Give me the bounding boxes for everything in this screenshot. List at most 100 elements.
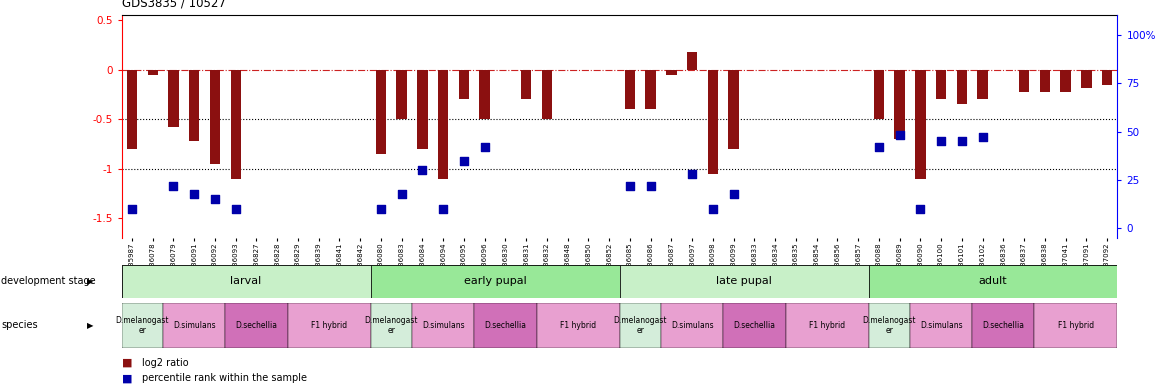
Bar xyxy=(168,70,178,127)
Bar xyxy=(210,70,220,164)
Point xyxy=(704,206,723,212)
Bar xyxy=(226,303,287,348)
Text: D.melanogast
er: D.melanogast er xyxy=(614,316,667,335)
Point xyxy=(476,144,494,150)
Text: log2 ratio: log2 ratio xyxy=(142,358,189,368)
Bar xyxy=(873,70,884,119)
Bar xyxy=(147,70,157,75)
Text: late pupal: late pupal xyxy=(716,276,772,286)
Bar xyxy=(126,70,137,149)
Bar xyxy=(163,303,226,348)
Bar xyxy=(1019,70,1029,91)
Bar xyxy=(459,70,469,99)
Bar xyxy=(479,70,490,119)
Bar xyxy=(915,70,925,179)
Point xyxy=(227,206,245,212)
Bar xyxy=(785,303,868,348)
Bar xyxy=(894,70,904,139)
Point xyxy=(164,183,183,189)
Text: early pupal: early pupal xyxy=(463,276,527,286)
Point xyxy=(974,134,992,141)
Bar xyxy=(189,70,199,141)
Text: ▶: ▶ xyxy=(87,277,94,286)
Text: D.simulans: D.simulans xyxy=(670,321,713,330)
Bar xyxy=(666,70,676,75)
Bar xyxy=(475,303,536,348)
Text: D.simulans: D.simulans xyxy=(173,321,215,330)
Bar xyxy=(417,70,427,149)
Bar xyxy=(868,303,910,348)
Bar xyxy=(412,303,475,348)
Bar xyxy=(542,70,552,119)
Bar xyxy=(536,303,620,348)
Bar xyxy=(728,70,739,149)
Point xyxy=(870,144,888,150)
Point xyxy=(725,190,743,197)
Point xyxy=(891,132,909,139)
Bar xyxy=(371,265,620,298)
Text: development stage: development stage xyxy=(1,276,96,286)
Bar xyxy=(1040,70,1050,91)
Text: ▶: ▶ xyxy=(87,321,94,330)
Text: D.simulans: D.simulans xyxy=(919,321,962,330)
Text: F1 hybrid: F1 hybrid xyxy=(560,321,596,330)
Text: GDS3835 / 10527: GDS3835 / 10527 xyxy=(122,0,226,10)
Text: D.melanogast
er: D.melanogast er xyxy=(365,316,418,335)
Text: D.sechellia: D.sechellia xyxy=(733,321,776,330)
Point xyxy=(372,206,390,212)
Bar xyxy=(624,70,635,109)
Bar xyxy=(645,70,655,109)
Point xyxy=(911,206,930,212)
Text: D.sechellia: D.sechellia xyxy=(982,321,1025,330)
Point xyxy=(683,171,702,177)
Text: D.sechellia: D.sechellia xyxy=(235,321,278,330)
Text: D.melanogast
er: D.melanogast er xyxy=(863,316,916,335)
Bar xyxy=(1102,70,1113,84)
Bar xyxy=(868,265,1117,298)
Text: F1 hybrid: F1 hybrid xyxy=(312,321,347,330)
Point xyxy=(621,183,639,189)
Bar xyxy=(122,303,163,348)
Bar xyxy=(122,265,371,298)
Bar xyxy=(438,70,448,179)
Bar xyxy=(287,303,371,348)
Text: D.simulans: D.simulans xyxy=(422,321,464,330)
Bar xyxy=(371,303,412,348)
Point xyxy=(434,206,453,212)
Text: D.melanogast
er: D.melanogast er xyxy=(116,316,169,335)
Bar xyxy=(687,52,697,70)
Bar xyxy=(230,70,241,179)
Bar xyxy=(1061,70,1071,91)
Text: F1 hybrid: F1 hybrid xyxy=(809,321,845,330)
Text: percentile rank within the sample: percentile rank within the sample xyxy=(142,373,307,383)
Bar xyxy=(1034,303,1117,348)
Point xyxy=(642,183,660,189)
Text: species: species xyxy=(1,320,38,331)
Bar xyxy=(661,303,724,348)
Text: D.sechellia: D.sechellia xyxy=(484,321,527,330)
Bar xyxy=(620,265,868,298)
Bar xyxy=(396,70,406,119)
Text: ■: ■ xyxy=(122,358,132,368)
Bar xyxy=(724,303,785,348)
Text: larval: larval xyxy=(230,276,262,286)
Point xyxy=(185,190,204,197)
Text: adult: adult xyxy=(979,276,1007,286)
Point xyxy=(932,138,951,144)
Text: F1 hybrid: F1 hybrid xyxy=(1058,321,1094,330)
Bar xyxy=(910,303,973,348)
Bar xyxy=(375,70,386,154)
Point xyxy=(393,190,411,197)
Bar xyxy=(936,70,946,99)
Bar xyxy=(1082,70,1092,88)
Bar xyxy=(977,70,988,99)
Point xyxy=(206,196,225,202)
Point xyxy=(123,206,141,212)
Bar xyxy=(973,303,1034,348)
Point xyxy=(413,167,432,173)
Bar xyxy=(620,303,661,348)
Point xyxy=(953,138,972,144)
Point xyxy=(455,157,474,164)
Bar xyxy=(708,70,718,174)
Bar xyxy=(521,70,532,99)
